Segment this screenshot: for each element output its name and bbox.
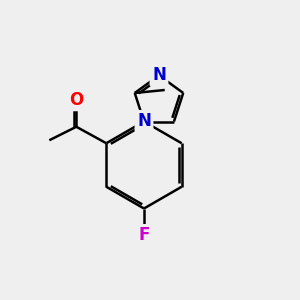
Text: N: N <box>152 66 166 84</box>
Text: F: F <box>138 226 150 244</box>
Text: O: O <box>69 91 83 109</box>
Text: N: N <box>137 112 151 130</box>
